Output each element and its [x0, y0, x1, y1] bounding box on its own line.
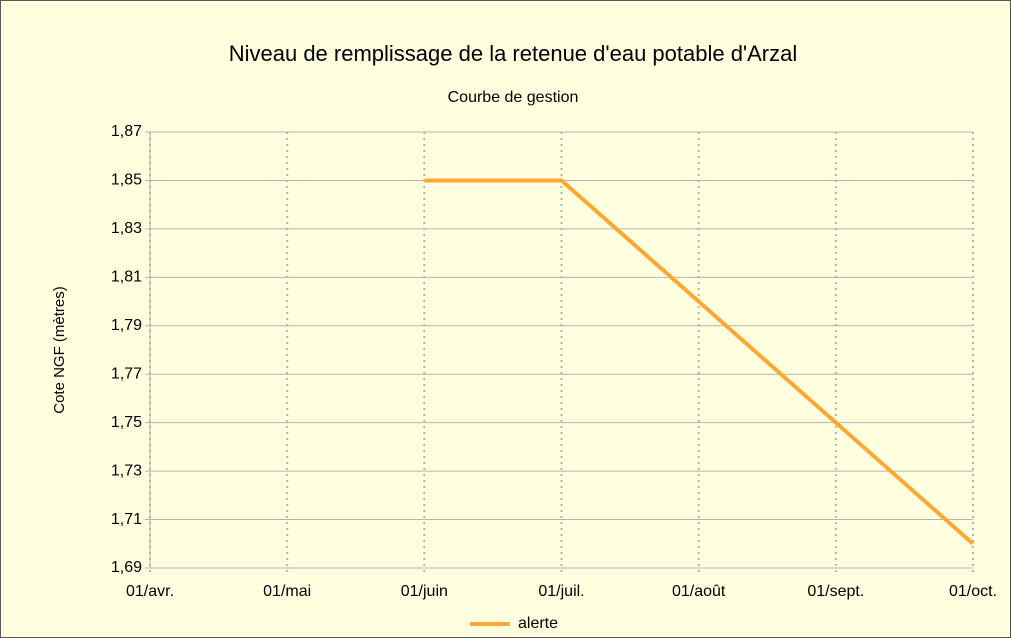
y-tick-label: 1,79	[111, 317, 142, 334]
x-tick-label: 01/août	[672, 583, 726, 600]
chart-subtitle: Courbe de gestion	[448, 89, 579, 106]
x-tick-label: 01/mai	[263, 583, 311, 600]
y-tick-label: 1,69	[111, 559, 142, 576]
y-tick-label: 1,85	[111, 172, 142, 189]
x-tick-label: 01/oct.	[949, 583, 997, 600]
y-axis-label: Cote NGF (mètres)	[51, 286, 68, 414]
y-tick-label: 1,81	[111, 269, 142, 286]
y-tick-label: 1,83	[111, 220, 142, 237]
y-tick-label: 1,87	[111, 123, 142, 140]
chart-title: Niveau de remplissage de la retenue d'ea…	[229, 41, 798, 66]
y-tick-label: 1,71	[111, 511, 142, 528]
y-tick-label: 1,73	[111, 462, 142, 479]
x-tick-label: 01/avr.	[126, 583, 174, 600]
x-tick-label: 01/sept.	[807, 583, 864, 600]
x-tick-label: 01/juin	[401, 583, 448, 600]
line-series	[424, 178, 975, 546]
y-tick-label: 1,77	[111, 365, 142, 382]
x-tick-label: 01/juil.	[538, 583, 584, 600]
y-tick-label: 1,75	[111, 414, 142, 431]
legend-label: alerte	[518, 615, 558, 632]
